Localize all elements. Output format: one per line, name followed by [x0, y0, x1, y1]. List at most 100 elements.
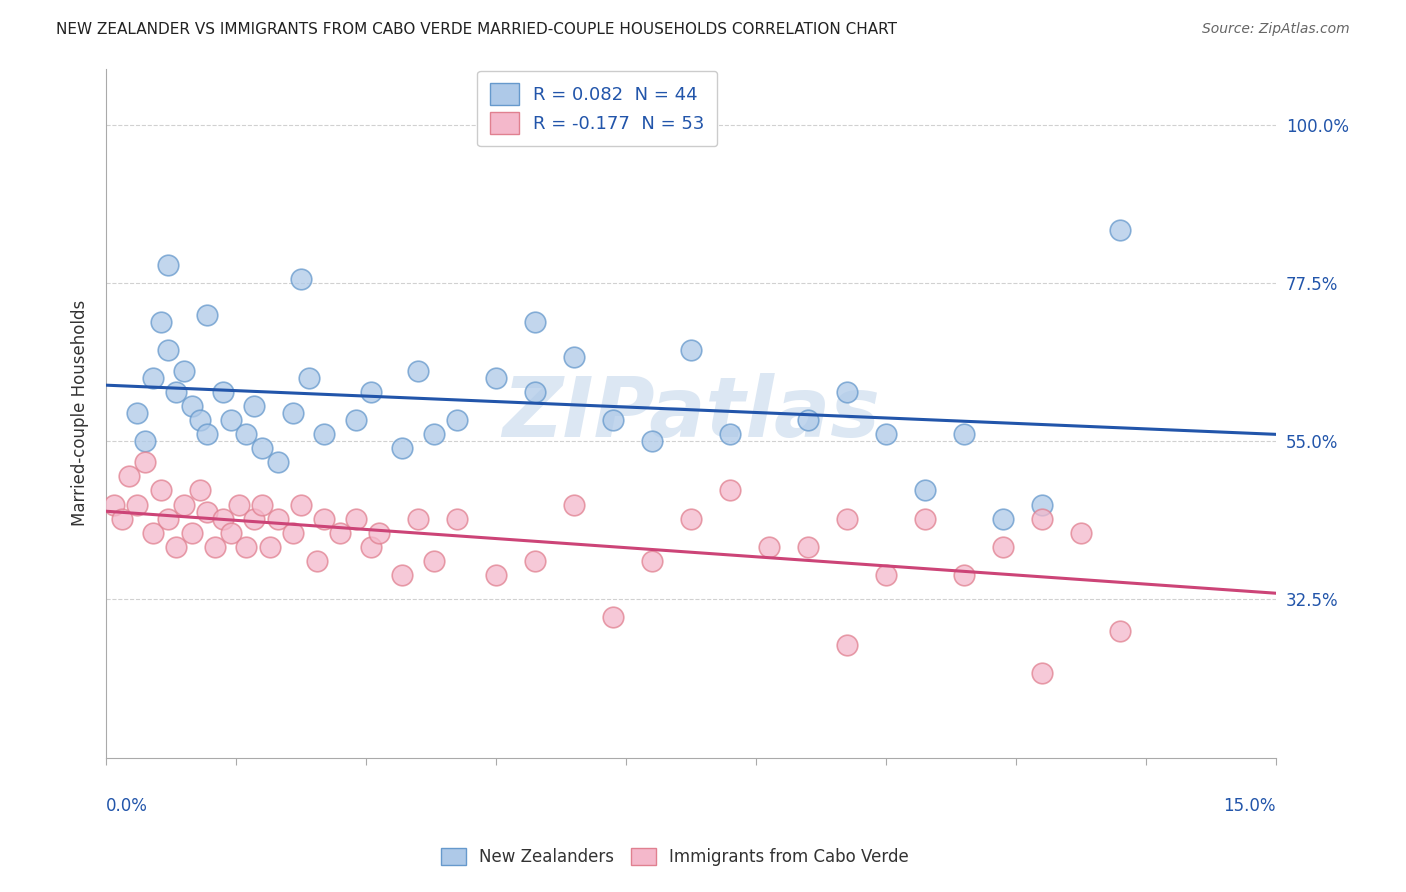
Point — [250, 442, 273, 456]
Point — [243, 399, 266, 413]
Point — [406, 364, 429, 378]
Point — [157, 511, 180, 525]
Point — [259, 540, 281, 554]
Legend: New Zealanders, Immigrants from Cabo Verde: New Zealanders, Immigrants from Cabo Ver… — [434, 841, 915, 873]
Point — [391, 442, 413, 456]
Point — [991, 511, 1014, 525]
Text: 15.0%: 15.0% — [1223, 797, 1277, 814]
Text: NEW ZEALANDER VS IMMIGRANTS FROM CABO VERDE MARRIED-COUPLE HOUSEHOLDS CORRELATIO: NEW ZEALANDER VS IMMIGRANTS FROM CABO VE… — [56, 22, 897, 37]
Point — [360, 384, 382, 399]
Point — [281, 525, 304, 540]
Point — [188, 483, 211, 498]
Point — [204, 540, 226, 554]
Point — [142, 371, 165, 385]
Point — [875, 427, 897, 442]
Point — [281, 406, 304, 420]
Point — [195, 427, 218, 442]
Point — [212, 384, 235, 399]
Point — [243, 511, 266, 525]
Point — [219, 525, 242, 540]
Point — [134, 455, 156, 469]
Point — [1031, 498, 1053, 512]
Text: 0.0%: 0.0% — [105, 797, 148, 814]
Point — [314, 511, 336, 525]
Point — [188, 413, 211, 427]
Y-axis label: Married-couple Households: Married-couple Households — [72, 300, 89, 526]
Point — [835, 384, 858, 399]
Point — [835, 511, 858, 525]
Point — [446, 511, 468, 525]
Point — [195, 504, 218, 518]
Point — [173, 498, 195, 512]
Point — [914, 511, 936, 525]
Point — [1109, 624, 1132, 639]
Point — [103, 498, 125, 512]
Point — [991, 540, 1014, 554]
Point — [718, 427, 741, 442]
Point — [368, 525, 391, 540]
Point — [953, 427, 976, 442]
Point — [134, 434, 156, 449]
Point — [641, 554, 664, 568]
Point — [110, 511, 132, 525]
Point — [446, 413, 468, 427]
Point — [718, 483, 741, 498]
Point — [406, 511, 429, 525]
Point — [523, 315, 546, 329]
Point — [1109, 223, 1132, 237]
Point — [298, 371, 321, 385]
Point — [679, 511, 702, 525]
Point — [290, 498, 312, 512]
Point — [142, 525, 165, 540]
Point — [118, 469, 141, 483]
Point — [523, 554, 546, 568]
Point — [602, 610, 624, 624]
Point — [953, 567, 976, 582]
Point — [360, 540, 382, 554]
Point — [173, 364, 195, 378]
Point — [562, 498, 585, 512]
Point — [235, 540, 257, 554]
Point — [305, 554, 328, 568]
Point — [797, 540, 820, 554]
Point — [485, 371, 508, 385]
Point — [219, 413, 242, 427]
Point — [212, 511, 235, 525]
Point — [180, 525, 202, 540]
Point — [329, 525, 352, 540]
Legend: R = 0.082  N = 44, R = -0.177  N = 53: R = 0.082 N = 44, R = -0.177 N = 53 — [478, 70, 717, 146]
Point — [679, 343, 702, 357]
Point — [1031, 511, 1053, 525]
Point — [149, 483, 172, 498]
Point — [391, 567, 413, 582]
Point — [180, 399, 202, 413]
Point — [797, 413, 820, 427]
Point — [157, 343, 180, 357]
Point — [562, 350, 585, 364]
Point — [266, 455, 288, 469]
Point — [641, 434, 664, 449]
Point — [165, 384, 187, 399]
Point — [758, 540, 780, 554]
Point — [602, 413, 624, 427]
Point — [422, 427, 444, 442]
Point — [250, 498, 273, 512]
Point — [127, 498, 149, 512]
Point — [1070, 525, 1092, 540]
Point — [266, 511, 288, 525]
Point — [235, 427, 257, 442]
Point — [149, 315, 172, 329]
Point — [485, 567, 508, 582]
Point — [157, 259, 180, 273]
Point — [523, 384, 546, 399]
Point — [228, 498, 250, 512]
Point — [165, 540, 187, 554]
Point — [422, 554, 444, 568]
Point — [195, 308, 218, 322]
Point — [127, 406, 149, 420]
Point — [344, 511, 367, 525]
Point — [914, 483, 936, 498]
Point — [344, 413, 367, 427]
Text: ZIPatlas: ZIPatlas — [502, 373, 880, 454]
Text: Source: ZipAtlas.com: Source: ZipAtlas.com — [1202, 22, 1350, 37]
